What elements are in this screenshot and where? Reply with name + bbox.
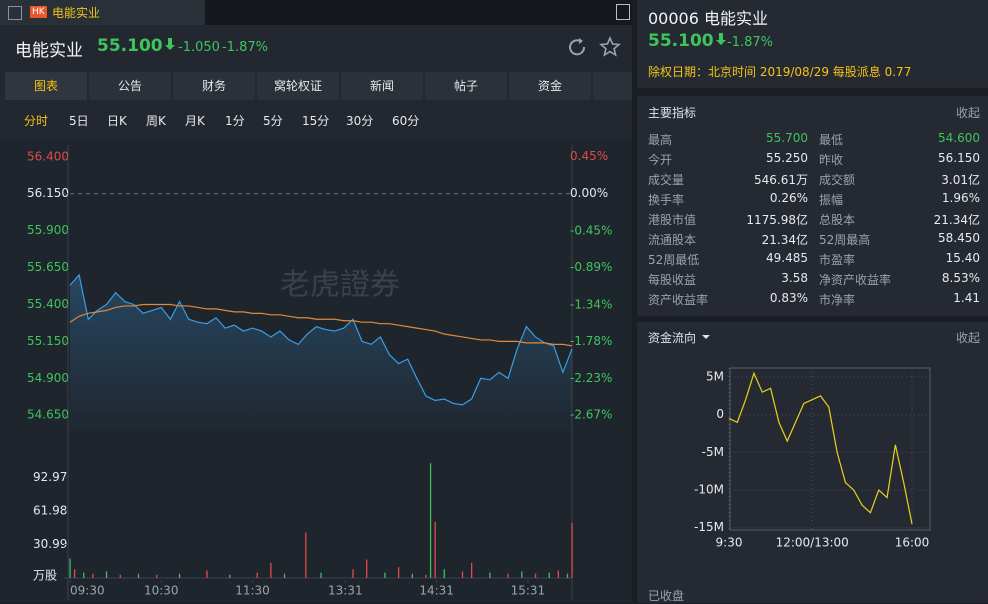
indicator-value: 1.41	[953, 291, 980, 305]
period[interactable]: 月K	[185, 114, 205, 128]
dropdown-icon	[702, 335, 711, 339]
period[interactable]: 周K	[146, 114, 166, 128]
tab[interactable]: 财务	[173, 72, 255, 100]
indicator-value: 3.01亿	[941, 173, 980, 187]
quote-panel: HK 电能实业 电能实业 55.100 -1.050 -1.87% 图表 公告 财务…	[0, 0, 632, 603]
side-panel: 00006 电能实业 55.100 -1.87% 除权日期：北京时间 2019/…	[637, 0, 988, 603]
tab[interactable]: 窝轮权证	[257, 72, 339, 100]
market-status: 已收盘	[648, 589, 685, 603]
indicator-value: 55.250	[766, 151, 808, 165]
indicator-label: 总股本	[819, 213, 856, 227]
side-change-pct: -1.87%	[727, 35, 773, 50]
indicator-value: 1.96%	[941, 191, 980, 205]
indicator-label: 成交量	[648, 173, 685, 187]
section-title: 主要指标	[648, 106, 697, 120]
indicator-value: 546.61万	[754, 173, 808, 187]
indicator-label: 市净率	[819, 293, 856, 307]
tab[interactable]: 公告	[89, 72, 171, 100]
refresh-icon[interactable]	[569, 39, 586, 56]
flow-title: 资金流向	[648, 331, 697, 345]
refresh-arrow	[579, 38, 583, 44]
price: 55.100	[97, 36, 175, 56]
indicator-label: 最高	[648, 133, 673, 147]
indicator-value: 0.26%	[769, 191, 808, 205]
indicator-value: 54.600	[938, 131, 980, 145]
period[interactable]: 分时	[24, 114, 49, 128]
section-title[interactable]: 资金流向	[648, 329, 712, 346]
indicator-label: 昨收	[819, 153, 844, 167]
indicator-label: 52周最高	[819, 233, 871, 247]
indicator-label: 港股市值	[648, 213, 697, 227]
period[interactable]: 5分	[263, 114, 283, 128]
quote-title: 00006 电能实业	[648, 9, 768, 28]
period[interactable]: 5日	[69, 114, 89, 128]
period[interactable]: 15分	[302, 114, 330, 128]
tab[interactable]: 资金	[509, 72, 591, 100]
star-icon[interactable]	[599, 36, 621, 57]
indicator-label: 资产收益率	[648, 293, 709, 307]
indicator-value: 8.53%	[941, 271, 980, 285]
period[interactable]: 60分	[392, 114, 420, 128]
divider	[637, 88, 988, 96]
indicator-value: 3.58	[781, 271, 808, 285]
tab-title: 电能实业	[52, 6, 101, 20]
stock-name: 电能实业	[15, 41, 83, 61]
indicator-value: 56.150	[938, 151, 980, 165]
indicator-label: 今开	[648, 153, 673, 167]
tab-filler	[593, 72, 632, 100]
divider	[637, 316, 988, 322]
tab[interactable]: 图表	[5, 72, 87, 100]
change: -1.050	[178, 40, 220, 55]
indicator-label: 每股收益	[648, 273, 697, 287]
indicator-value: 1175.98亿	[746, 213, 808, 227]
indicator-label: 流通股本	[648, 233, 697, 247]
down-arrow	[715, 33, 726, 45]
menu-icon[interactable]	[8, 6, 22, 20]
tab[interactable]: 新闻	[341, 72, 423, 100]
indicator-label: 最低	[819, 133, 844, 147]
indicator-label: 52周最低	[648, 253, 700, 267]
indicator-label: 振幅	[819, 193, 844, 207]
side-price: 55.100	[648, 31, 726, 51]
dividend-note: 除权日期：北京时间 2019/08/29 每股派息 0.77	[648, 65, 912, 79]
indicator-label: 市盈率	[819, 253, 856, 267]
window-icon[interactable]	[616, 4, 630, 20]
collapse[interactable]: 收起	[955, 331, 980, 345]
indicator-label: 净资产收益率	[819, 273, 892, 287]
indicator-value: 58.450	[938, 231, 980, 245]
indicator-value: 49.485	[766, 251, 808, 265]
price-text: 55.100	[97, 36, 163, 56]
indicator-label: 换手率	[648, 193, 685, 207]
indicator-value: 21.34亿	[761, 233, 808, 247]
side-price-text: 55.100	[648, 31, 714, 51]
market-badge: HK	[30, 6, 47, 18]
period[interactable]: 1分	[225, 114, 245, 128]
period[interactable]: 30分	[346, 114, 374, 128]
indicator-value: 55.700	[766, 131, 808, 145]
indicator-value: 15.40	[945, 251, 980, 265]
indicator-value: 21.34亿	[933, 213, 980, 227]
collapse[interactable]: 收起	[955, 106, 980, 120]
indicator-label: 成交额	[819, 173, 856, 187]
down-arrow	[164, 38, 175, 50]
tab[interactable]: 帖子	[425, 72, 507, 100]
indicator-value: 0.83%	[769, 291, 808, 305]
change-pct: -1.87%	[222, 40, 268, 55]
period[interactable]: 日K	[107, 114, 127, 128]
header-icons	[569, 36, 621, 57]
